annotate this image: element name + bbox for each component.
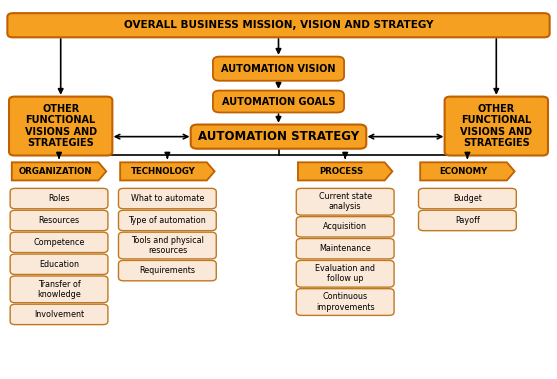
FancyBboxPatch shape	[10, 276, 108, 303]
Text: Maintenance: Maintenance	[319, 244, 371, 253]
Text: Continuous
improvements: Continuous improvements	[316, 292, 374, 312]
FancyBboxPatch shape	[10, 232, 108, 252]
FancyBboxPatch shape	[296, 188, 394, 215]
FancyBboxPatch shape	[296, 260, 394, 287]
Text: TECHNOLOGY: TECHNOLOGY	[131, 167, 196, 176]
Text: Evaluation and
follow up: Evaluation and follow up	[315, 264, 375, 283]
Text: OTHER
FUNCTIONAL
VISIONS AND
STRATEGIES: OTHER FUNCTIONAL VISIONS AND STRATEGIES	[460, 104, 532, 149]
Text: ORGANIZATION: ORGANIZATION	[18, 167, 92, 176]
FancyBboxPatch shape	[119, 188, 216, 209]
Text: Roles: Roles	[48, 194, 70, 203]
Polygon shape	[298, 162, 392, 180]
FancyBboxPatch shape	[10, 254, 108, 274]
FancyBboxPatch shape	[296, 289, 394, 315]
Text: Involvement: Involvement	[34, 310, 84, 319]
Text: What to automate: What to automate	[131, 194, 204, 203]
FancyBboxPatch shape	[296, 217, 394, 237]
Text: Budget: Budget	[453, 194, 482, 203]
Text: Transfer of
knowledge: Transfer of knowledge	[37, 280, 81, 299]
Text: Payoff: Payoff	[455, 216, 480, 225]
Text: OTHER
FUNCTIONAL
VISIONS AND
STRATEGIES: OTHER FUNCTIONAL VISIONS AND STRATEGIES	[25, 104, 97, 149]
Polygon shape	[420, 162, 515, 180]
FancyBboxPatch shape	[10, 210, 108, 231]
FancyBboxPatch shape	[119, 232, 216, 259]
Text: Tools and physical
resources: Tools and physical resources	[131, 236, 204, 255]
Text: AUTOMATION VISION: AUTOMATION VISION	[221, 64, 336, 74]
FancyBboxPatch shape	[213, 56, 344, 81]
Text: Requirements: Requirements	[139, 266, 196, 275]
FancyBboxPatch shape	[296, 238, 394, 259]
Text: AUTOMATION STRATEGY: AUTOMATION STRATEGY	[198, 130, 359, 143]
FancyBboxPatch shape	[444, 97, 548, 155]
Text: Type of automation: Type of automation	[129, 216, 206, 225]
FancyBboxPatch shape	[10, 304, 108, 324]
FancyBboxPatch shape	[418, 188, 516, 209]
FancyBboxPatch shape	[190, 125, 367, 149]
Text: Education: Education	[39, 260, 79, 269]
Text: PROCESS: PROCESS	[319, 167, 363, 176]
FancyBboxPatch shape	[119, 260, 216, 281]
FancyBboxPatch shape	[213, 91, 344, 113]
Polygon shape	[120, 162, 214, 180]
Text: ECONOMY: ECONOMY	[439, 167, 487, 176]
Text: Resources: Resources	[38, 216, 80, 225]
FancyBboxPatch shape	[7, 13, 550, 37]
Text: Current state
analysis: Current state analysis	[319, 192, 372, 211]
Text: Acquisition: Acquisition	[323, 222, 367, 231]
FancyBboxPatch shape	[418, 210, 516, 231]
Text: Competence: Competence	[33, 238, 85, 247]
FancyBboxPatch shape	[9, 97, 113, 155]
Text: AUTOMATION GOALS: AUTOMATION GOALS	[222, 97, 335, 106]
FancyBboxPatch shape	[119, 210, 216, 231]
Text: OVERALL BUSINESS MISSION, VISION AND STRATEGY: OVERALL BUSINESS MISSION, VISION AND STR…	[124, 20, 433, 30]
FancyBboxPatch shape	[10, 188, 108, 209]
Polygon shape	[12, 162, 106, 180]
